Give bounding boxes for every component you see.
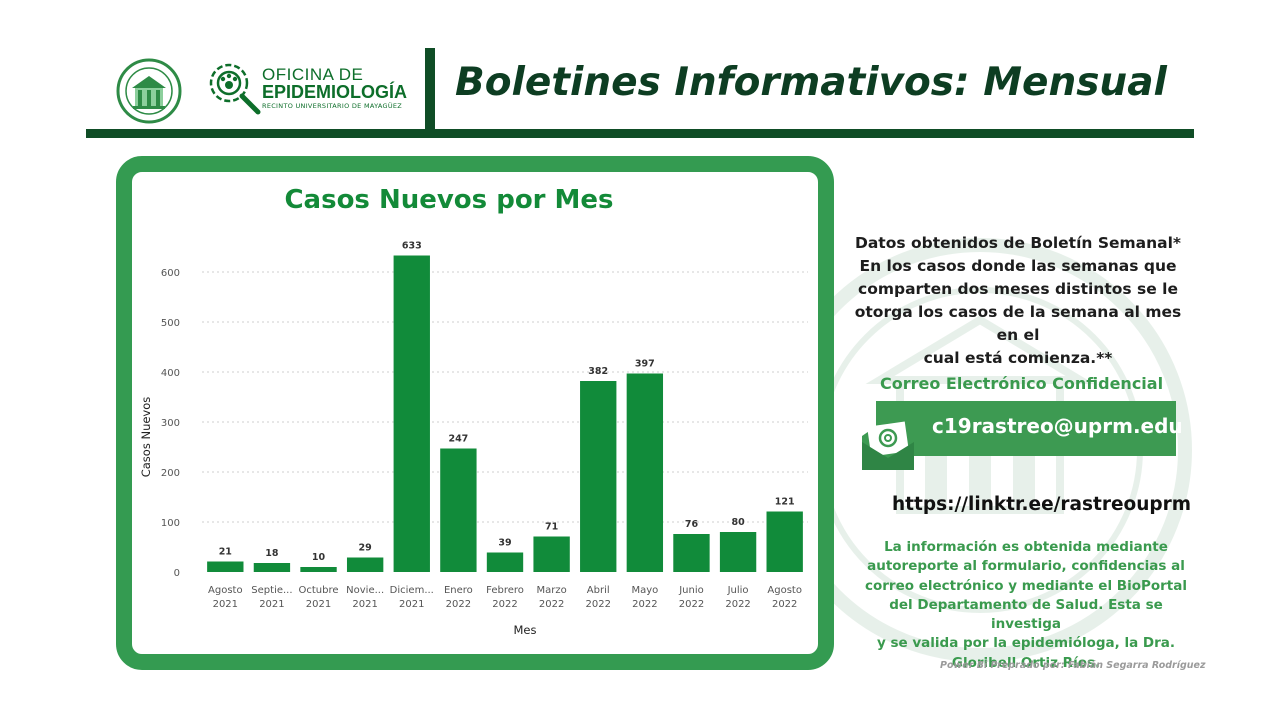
x-tick-label-year: 2021 [352, 599, 377, 610]
office-name-line2: EPIDEMIOLOGÍA [262, 82, 408, 102]
info-line: Datos obtenidos de Boletín Semanal* [854, 234, 1182, 252]
office-name-line3: RECINTO UNIVERSITARIO DE MAYAGÜEZ [262, 102, 403, 110]
info-line: cual está comienza.** [923, 349, 1113, 367]
x-tick-label: Novie... [346, 585, 384, 596]
x-tick-label-year: 2022 [446, 599, 471, 610]
y-tick-label: 300 [161, 418, 180, 429]
bar-value-label: 121 [775, 497, 795, 508]
page-title: Boletines Informativos: Mensual [455, 60, 1167, 105]
linktree-url[interactable]: https://linktr.ee/rastreouprm [892, 494, 1192, 515]
info-line: En los casos donde las semanas que [859, 257, 1177, 275]
credit-text: Power Bi Preprado por: Fabián Segarra Ro… [940, 660, 1206, 671]
bar-value-label: 382 [588, 366, 608, 377]
x-tick-label: Mayo [631, 585, 658, 596]
x-tick-label: Septie... [251, 585, 292, 596]
x-tick-label-year: 2021 [399, 599, 424, 610]
x-axis-label: Mes [514, 623, 537, 637]
y-tick-label: 400 [161, 368, 180, 379]
bar [440, 448, 477, 572]
bar-value-label: 29 [359, 543, 372, 554]
x-tick-label: Agosto [208, 585, 243, 596]
bar [719, 532, 757, 572]
office-name-line1: OFICINA DE [262, 65, 364, 84]
x-tick-label-year: 2022 [772, 599, 797, 610]
x-tick-label-year: 2022 [492, 599, 517, 610]
x-tick-label: Octubre [299, 585, 339, 596]
x-tick-label-year: 2021 [213, 599, 238, 610]
x-tick-label-year: 2021 [306, 599, 331, 610]
bar [253, 563, 291, 572]
bar-value-label: 247 [448, 434, 468, 445]
bar [346, 557, 384, 572]
bar [580, 381, 617, 572]
x-tick-label-year: 2022 [679, 599, 704, 610]
y-tick-label: 200 [161, 468, 180, 479]
y-axis-label: Casos Nuevos [139, 397, 153, 478]
bar-value-label: 71 [545, 522, 558, 533]
bar-value-label: 10 [312, 552, 326, 563]
x-tick-label: Enero [444, 585, 473, 596]
x-tick-label: Junio [678, 585, 704, 596]
epidemiology-magnifier-logo [209, 63, 261, 115]
data-source-note: La información es obtenida mediante auto… [860, 538, 1192, 673]
y-tick-label: 100 [161, 518, 180, 529]
source-line: La información es obtenida mediante [884, 539, 1168, 555]
info-line: comparten dos meses distintos se le [858, 280, 1178, 298]
x-tick-label: Julio [727, 585, 749, 596]
x-tick-label-year: 2022 [632, 599, 657, 610]
bar [486, 552, 524, 572]
bar-value-label: 633 [402, 241, 422, 252]
info-text: Datos obtenidos de Boletín Semanal* En l… [848, 232, 1188, 370]
bar-value-label: 21 [219, 547, 232, 558]
x-tick-label-year: 2022 [725, 599, 750, 610]
x-tick-label-year: 2022 [539, 599, 564, 610]
header-vertical-divider [425, 48, 435, 132]
source-line: correo electrónico y mediante el BioPort… [864, 577, 1187, 594]
x-tick-label: Diciem... [390, 585, 434, 596]
email-address[interactable]: c19rastreo@uprm.edu [932, 414, 1183, 438]
envelope-at-icon [862, 418, 914, 470]
office-name: OFICINA DE EPIDEMIOLOGÍA RECINTO UNIVERS… [262, 66, 407, 110]
university-seal-logo [116, 58, 182, 124]
bar-chart: Casos Nuevos por Mes 0 100 200 300 400 500 600 C… [139, 185, 808, 637]
bar-value-label: 76 [685, 519, 699, 530]
email-heading: Correo Electrónico Confidencial [880, 374, 1164, 393]
y-tick-label: 600 [161, 268, 180, 279]
source-line: del Departamento de Salud. Esta se inves… [889, 596, 1163, 633]
y-tick-label: 0 [174, 568, 180, 579]
chart-title: Casos Nuevos por Mes [284, 185, 613, 215]
bar-value-label: 18 [265, 548, 279, 559]
bar [673, 534, 710, 572]
chart-card: Casos Nuevos por Mes 0 100 200 300 400 500 600 C… [116, 156, 834, 670]
x-tick-label: Agosto [767, 585, 802, 596]
x-tick-label: Abril [587, 585, 610, 596]
header-horizontal-divider [86, 129, 1194, 138]
bar-value-label: 397 [635, 359, 655, 370]
bar [626, 373, 664, 572]
x-tick-label-year: 2022 [586, 599, 611, 610]
info-line: otorga los casos de la semana al mes en … [854, 303, 1182, 344]
bar-value-label: 80 [731, 517, 745, 528]
x-tick-label: Febrero [486, 585, 524, 596]
y-tick-label: 500 [161, 318, 180, 329]
x-tick-label-year: 2021 [259, 599, 284, 610]
bar [533, 536, 570, 572]
email-box: c19rastreo@uprm.edu [876, 401, 1183, 456]
bar [207, 561, 244, 572]
source-line: y se valida por la epidemióloga, la Dra. [876, 635, 1176, 652]
bar [300, 567, 337, 572]
bar [393, 255, 430, 572]
source-line: Gloribell Ortiz Ríos. [951, 654, 1101, 671]
bar-value-label: 39 [498, 538, 511, 549]
bar [766, 511, 803, 572]
x-tick-label: Marzo [536, 585, 566, 596]
source-line: autoreporte al formulario, confidencias … [867, 558, 1185, 575]
